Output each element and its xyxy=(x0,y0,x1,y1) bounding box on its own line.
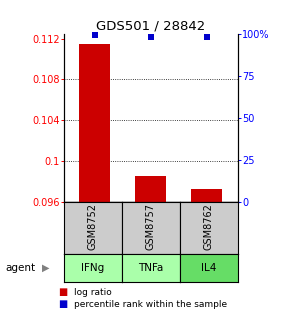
Title: GDS501 / 28842: GDS501 / 28842 xyxy=(96,19,205,33)
Text: log ratio: log ratio xyxy=(74,288,112,297)
Text: agent: agent xyxy=(6,263,36,273)
Text: IFNg: IFNg xyxy=(81,263,104,273)
Text: TNFa: TNFa xyxy=(138,263,164,273)
Text: ▶: ▶ xyxy=(42,263,50,273)
Text: IL4: IL4 xyxy=(201,263,217,273)
Bar xyxy=(135,176,166,202)
Bar xyxy=(79,44,110,202)
Text: ■: ■ xyxy=(58,299,67,309)
Bar xyxy=(191,190,222,202)
Text: GSM8757: GSM8757 xyxy=(146,203,156,250)
Text: ■: ■ xyxy=(58,287,67,297)
Text: GSM8752: GSM8752 xyxy=(88,203,98,250)
Text: percentile rank within the sample: percentile rank within the sample xyxy=(74,300,227,308)
Text: GSM8762: GSM8762 xyxy=(204,203,214,250)
